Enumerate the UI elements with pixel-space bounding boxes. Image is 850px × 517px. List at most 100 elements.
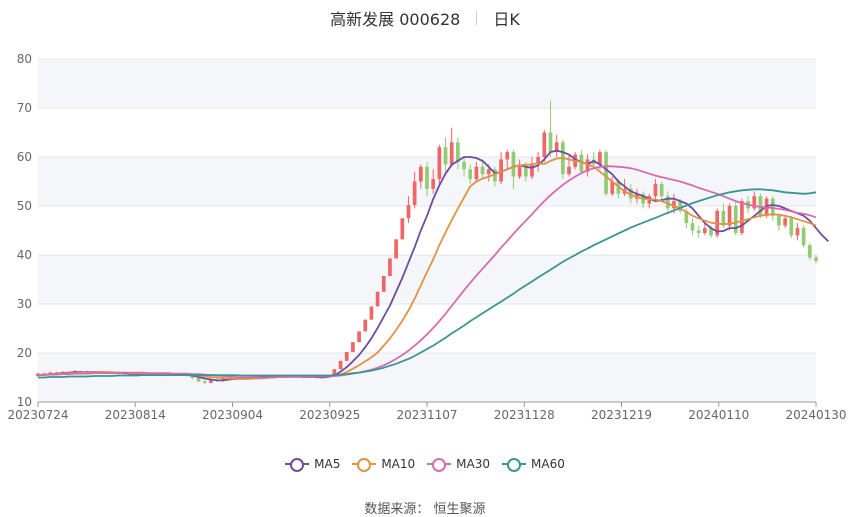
- candle-body: [418, 166, 423, 182]
- candle-body: [548, 132, 553, 153]
- candle-body: [523, 166, 528, 177]
- period-label: 日K: [493, 10, 520, 29]
- candles-layer: [36, 100, 818, 384]
- candle-body: [604, 152, 608, 194]
- x-tick-label: 20230904: [202, 408, 263, 422]
- candle-body: [567, 166, 571, 175]
- candle-body: [462, 161, 466, 170]
- candle-body: [684, 210, 689, 224]
- y-tick-label: 50: [17, 199, 32, 213]
- candle-body: [795, 228, 800, 236]
- candle-body: [672, 201, 676, 209]
- candle-body: [653, 183, 658, 197]
- x-tick-label: 20240110: [688, 408, 749, 422]
- candle-body: [351, 342, 355, 353]
- candle-body: [486, 169, 491, 175]
- candle-body: [493, 169, 497, 182]
- candle-body: [233, 377, 238, 379]
- candle-body: [400, 218, 405, 240]
- x-tick-label: 20231128: [494, 408, 555, 422]
- candle-body: [758, 196, 763, 216]
- candle-body: [443, 147, 448, 165]
- candle-body: [678, 201, 683, 211]
- x-tick-label: 20240130: [785, 408, 846, 422]
- y-tick-label: 80: [17, 52, 32, 66]
- candle-body: [474, 166, 479, 180]
- candle-body: [733, 206, 738, 233]
- grid-layer: [38, 58, 816, 403]
- legend-item-ma60[interactable]: MA60: [502, 457, 565, 472]
- candle-body: [598, 152, 602, 165]
- candle-body: [344, 352, 349, 361]
- legend-swatch-icon: [352, 458, 377, 472]
- y-tick-label: 60: [17, 150, 32, 164]
- candle-body: [703, 228, 707, 233]
- candle-body: [499, 159, 503, 182]
- candle-body: [456, 142, 460, 162]
- candle-body: [517, 166, 522, 177]
- x-tick-label: 20230724: [7, 408, 68, 422]
- candle-body: [709, 228, 713, 236]
- candle-body: [338, 360, 343, 370]
- legend-swatch-icon: [285, 458, 310, 472]
- legend-item-ma30[interactable]: MA30: [427, 457, 491, 472]
- candle-body: [727, 206, 732, 226]
- candle-body: [437, 147, 442, 180]
- candle-body: [449, 142, 454, 165]
- candle-body: [814, 257, 818, 261]
- x-axis-ticks: 20230724 20230814 20230904 20230925 20231107…: [7, 402, 847, 422]
- candle-body: [752, 196, 757, 209]
- x-tick-label: 20231219: [591, 408, 652, 422]
- candle-body: [777, 215, 781, 226]
- candle-body: [363, 319, 368, 332]
- candle-body: [659, 183, 664, 197]
- candle-body: [554, 142, 559, 153]
- candle-body: [357, 331, 361, 343]
- candle-body: [431, 179, 436, 189]
- series-line-ma60: [38, 188, 817, 379]
- candle-body: [221, 377, 226, 381]
- legend-label: MA30: [456, 457, 491, 471]
- candle-body: [783, 218, 787, 226]
- candle-body: [530, 164, 534, 177]
- candle-body: [468, 169, 473, 180]
- candle-body: [635, 193, 639, 199]
- y-tick-label: 30: [17, 297, 32, 311]
- candle-body: [381, 276, 386, 292]
- candle-body: [801, 228, 806, 246]
- candle-body: [610, 181, 615, 194]
- y-axis-ticks: 10 20 30 40 50 60 70 80: [17, 52, 32, 409]
- y-tick-label: 70: [17, 101, 32, 115]
- candle-body: [369, 306, 374, 320]
- moving-averages-layer: [37, 149, 829, 382]
- candle-body: [202, 381, 207, 383]
- candle-body: [721, 210, 726, 226]
- legend-label: MA10: [381, 457, 416, 471]
- candle-body: [332, 369, 337, 377]
- legend-swatch-icon: [427, 458, 452, 472]
- candle-body: [585, 159, 590, 172]
- chart-title-bar: 高新发展 000628 日K: [0, 6, 850, 30]
- candle-body: [394, 239, 398, 259]
- candle-body: [696, 230, 701, 233]
- candle-body: [196, 377, 201, 382]
- x-tick-label: 20231107: [396, 408, 457, 422]
- candle-body: [375, 291, 380, 307]
- candle-body: [579, 154, 584, 172]
- legend: MA5 MA10 MA30 MA60: [0, 457, 850, 473]
- candle-body: [807, 245, 812, 258]
- candle-body: [425, 166, 429, 189]
- candle-body: [511, 152, 516, 177]
- legend-label: MA60: [531, 457, 565, 471]
- legend-label: MA5: [314, 457, 341, 471]
- candle-body: [209, 379, 213, 383]
- candle-body: [505, 152, 510, 160]
- candle-body: [406, 205, 411, 219]
- y-tick-label: 20: [17, 346, 32, 360]
- legend-item-ma10[interactable]: MA10: [352, 457, 416, 472]
- legend-item-ma5[interactable]: MA5: [285, 457, 341, 472]
- candle-body: [412, 181, 417, 206]
- plot-band: [38, 353, 816, 402]
- x-tick-label: 20230814: [105, 408, 166, 422]
